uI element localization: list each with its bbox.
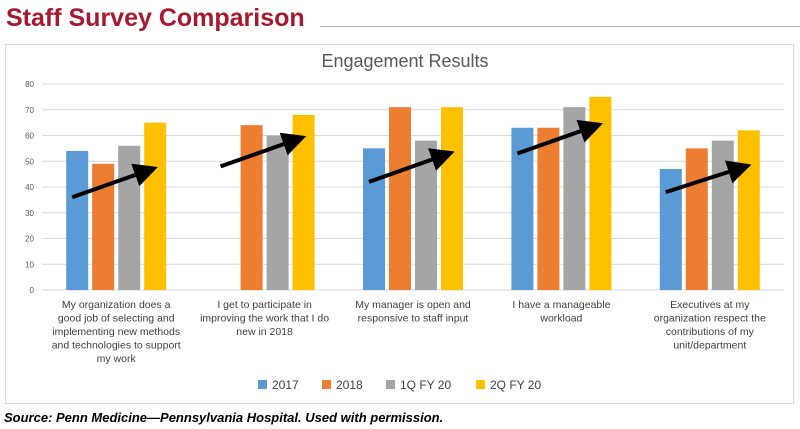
- bar-2q-fy-20: [737, 130, 760, 290]
- trend-arrow: [219, 132, 307, 169]
- y-tick-label: 20: [25, 235, 34, 244]
- bar-2017: [511, 127, 534, 291]
- bar-2018: [685, 148, 708, 290]
- bar-1q-fy-20: [118, 145, 141, 290]
- bar-1q-fy-20: [711, 140, 734, 290]
- category-label: I have a manageable workload: [512, 299, 610, 325]
- engagement-chart: Engagement Results 0 10 20 30 40 50 60 70 80 My o…: [25, 51, 784, 392]
- legend-swatch: [322, 380, 331, 389]
- category-label: Executives at my organization respect the…: [654, 299, 766, 352]
- title-divider: [320, 26, 800, 27]
- y-tick-label: 30: [25, 209, 34, 218]
- bar-2q-fy-20: [292, 114, 315, 291]
- slide-title: Staff Survey Comparison: [6, 4, 305, 32]
- bar-2018: [92, 163, 115, 290]
- bar-2q-fy-20: [589, 96, 612, 290]
- y-tick-label: 40: [25, 183, 34, 192]
- source-note: Source: Penn Medicine—Pennsylvania Hospi…: [4, 410, 444, 425]
- trend-arrow: [665, 160, 752, 195]
- y-tick-label: 60: [25, 132, 34, 141]
- category-label: My organization does a good job of select…: [52, 299, 181, 365]
- trend-arrow: [516, 119, 604, 156]
- bar-2017: [659, 168, 682, 290]
- y-tick-label: 50: [25, 157, 34, 166]
- bar-2018: [389, 107, 411, 290]
- legend-swatch: [476, 380, 485, 389]
- y-tick-label: 0: [30, 286, 35, 295]
- bar-2q-fy-20: [441, 107, 463, 290]
- legend-label: 2017: [272, 378, 299, 392]
- bar-2017: [363, 148, 385, 290]
- chart-frame: Engagement Results 0 10 20 30 40 50 60 70 80 My o…: [5, 44, 794, 404]
- bar-2018: [240, 125, 263, 290]
- bar-1q-fy-20: [415, 140, 437, 290]
- legend-label: 1Q FY 20: [400, 378, 451, 392]
- category-label: I get to participate in improving the wor…: [200, 299, 329, 338]
- bar-2018: [537, 127, 560, 291]
- chart-title: Engagement Results: [321, 51, 488, 71]
- trend-arrow: [71, 163, 158, 200]
- bar-1q-fy-20: [563, 107, 586, 290]
- bar-1q-fy-20: [266, 135, 289, 290]
- legend-label: 2Q FY 20: [490, 378, 541, 392]
- bar-2017: [66, 150, 89, 290]
- legend-label: 2018: [336, 378, 363, 392]
- bar-2q-fy-20: [144, 122, 167, 290]
- category-label: My manager is open and responsive to staf…: [355, 299, 471, 325]
- trend-arrow: [368, 148, 455, 184]
- y-tick-label: 70: [25, 106, 34, 115]
- legend-swatch: [258, 380, 267, 389]
- y-tick-label: 80: [25, 80, 34, 89]
- legend-swatch: [386, 380, 395, 389]
- y-tick-label: 10: [25, 260, 34, 269]
